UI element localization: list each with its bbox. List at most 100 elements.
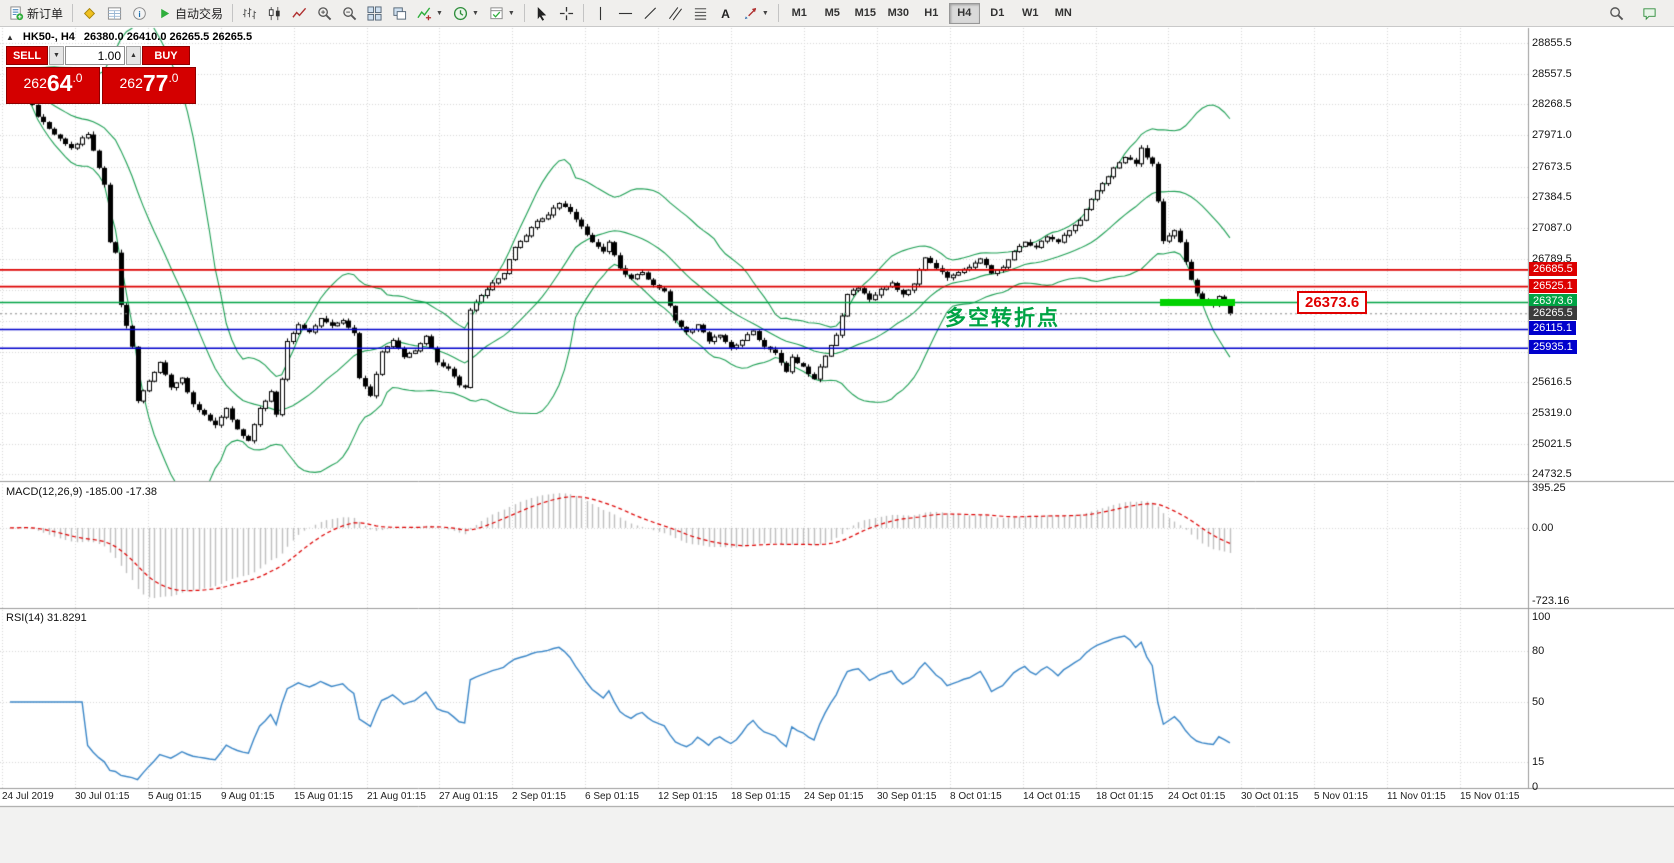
price-axis-label: 28557.5 (1532, 68, 1572, 80)
volume-input[interactable] (65, 46, 125, 65)
volume-up-button[interactable]: ▲ (126, 46, 141, 65)
toolbar: 新订单 i 自动交易 ▼ ▼ ▼ A ▼ M1 M5 M15 M30 H1 H4 D1 W1 MN (0, 0, 1674, 27)
data-window-button[interactable] (103, 1, 126, 25)
price-axis-label: 24732.5 (1532, 468, 1572, 480)
fibonacci-button[interactable] (689, 1, 712, 25)
cursor-icon (534, 6, 549, 21)
time-axis-label: 21 Aug 01:15 (367, 791, 426, 802)
cascade-windows-icon (392, 6, 407, 21)
price-axis-badge: 26525.1 (1529, 279, 1577, 293)
collapse-triangle-icon[interactable]: ▲ (6, 32, 14, 42)
templates-button[interactable]: ▼ (485, 1, 519, 25)
macd-axis-label: 0.00 (1532, 522, 1554, 534)
price-axis-label: 27971.0 (1532, 129, 1572, 141)
timeframe-m30[interactable]: M30 (887, 6, 909, 19)
macd-axis-label: 395.25 (1532, 482, 1566, 494)
timeframe-m5[interactable]: M5 (824, 6, 840, 19)
periods-button[interactable]: ▼ (449, 1, 483, 25)
chevron-down-icon[interactable]: ▼ (471, 9, 479, 17)
market-watch-button[interactable] (78, 1, 101, 25)
vertical-line-button[interactable] (589, 1, 612, 25)
rsi-axis-label: 80 (1532, 645, 1545, 657)
price-axis-label: 27384.5 (1532, 191, 1572, 203)
navigator-button[interactable]: i (128, 1, 151, 25)
data-window-icon (107, 6, 122, 21)
timeframe-h1[interactable]: H1 (924, 6, 939, 19)
text-label-button[interactable]: A (714, 1, 737, 25)
candle-chart-mode-button[interactable] (263, 1, 286, 25)
ohlc-values: 26380.0 26410.0 26265.5 26265.5 (83, 31, 253, 43)
zoom-out-icon (342, 6, 357, 21)
time-axis-label: 6 Sep 01:15 (585, 791, 639, 802)
trendline-icon (643, 6, 658, 21)
timeframe-d1[interactable]: D1 (990, 6, 1005, 19)
rsi-axis-label: 100 (1532, 611, 1551, 623)
navigator-icon: i (132, 6, 147, 21)
time-axis-label: 30 Jul 01:15 (75, 791, 130, 802)
time-axis-label: 18 Sep 01:15 (731, 791, 791, 802)
time-axis-label: 15 Nov 01:15 (1460, 791, 1520, 802)
crosshair-button[interactable] (555, 1, 578, 25)
trendline-button[interactable] (639, 1, 662, 25)
time-axis-label: 9 Aug 01:15 (221, 791, 275, 802)
tile-windows-button[interactable] (363, 1, 386, 25)
time-axis-label: 27 Aug 01:15 (439, 791, 498, 802)
sell-price-button[interactable]: 262 64.0 (6, 67, 100, 104)
rsi-axis-label: 0 (1532, 781, 1539, 793)
rsi-indicator-label: RSI(14) 31.8291 (6, 612, 87, 624)
buy-button[interactable]: BUY (142, 46, 190, 65)
svg-text:i: i (138, 8, 140, 18)
toolbar-separator (72, 4, 74, 22)
chevron-down-icon[interactable]: ▼ (507, 9, 515, 17)
macd-axis-label: -723.16 (1532, 595, 1570, 607)
chevron-down-icon[interactable]: ▼ (436, 9, 443, 17)
timeframe-m15[interactable]: M15 (854, 6, 876, 19)
indicators-icon (417, 6, 432, 21)
symbol-period-label: HK50-, H4 (22, 31, 75, 43)
price-axis-badge: 25935.1 (1529, 340, 1577, 354)
bars-chart-icon (242, 6, 257, 21)
hline-icon (618, 6, 633, 21)
channel-button[interactable] (664, 1, 687, 25)
buy-price-button[interactable]: 262 77.0 (102, 67, 196, 104)
vline-icon (593, 6, 608, 21)
time-axis-label: 30 Oct 01:15 (1241, 791, 1299, 802)
time-axis-label: 24 Sep 01:15 (804, 791, 864, 802)
arrows-button[interactable]: ▼ (739, 1, 773, 25)
price-axis-badge: 26373.6 (1529, 294, 1577, 308)
timeframe-mn[interactable]: MN (1054, 6, 1072, 19)
indicators-button[interactable]: ▼ (413, 1, 447, 25)
chat-button[interactable] (1638, 1, 1661, 25)
channel-icon (668, 6, 683, 21)
candles-chart-icon (267, 6, 282, 21)
price-axis-badge: 26115.1 (1529, 321, 1576, 335)
new-order-button[interactable]: 新订单 (5, 1, 67, 25)
timeframe-h4[interactable]: H4 (948, 2, 980, 24)
cursor-button[interactable] (530, 1, 553, 25)
search-button[interactable] (1605, 1, 1628, 25)
volume-down-button[interactable]: ▼ (49, 46, 64, 65)
chevron-down-icon[interactable]: ▼ (761, 9, 769, 17)
auto-trading-button[interactable]: 自动交易 (153, 1, 227, 25)
template-icon (489, 6, 504, 21)
search-icon (1609, 6, 1624, 21)
zoom-in-button[interactable] (313, 1, 336, 25)
new-order-label: 新订单 (27, 6, 64, 21)
cascade-windows-button[interactable] (388, 1, 411, 25)
price-axis-label: 27673.5 (1532, 161, 1572, 173)
svg-text:A: A (721, 7, 730, 21)
line-chart-mode-button[interactable] (288, 1, 311, 25)
zoom-out-button[interactable] (338, 1, 361, 25)
sell-button[interactable]: SELL (6, 46, 48, 65)
timeframe-w1[interactable]: W1 (1022, 6, 1039, 19)
macd-indicator-label: MACD(12,26,9) -185.00 -17.38 (6, 486, 158, 498)
new-order-icon (9, 5, 24, 21)
toolbar-separator (232, 4, 234, 22)
timeframe-m1[interactable]: M1 (791, 6, 807, 19)
bar-chart-mode-button[interactable] (238, 1, 261, 25)
line-chart-icon (292, 6, 307, 21)
horizontal-line-button[interactable] (614, 1, 637, 25)
price-axis-label: 25319.0 (1532, 407, 1572, 419)
